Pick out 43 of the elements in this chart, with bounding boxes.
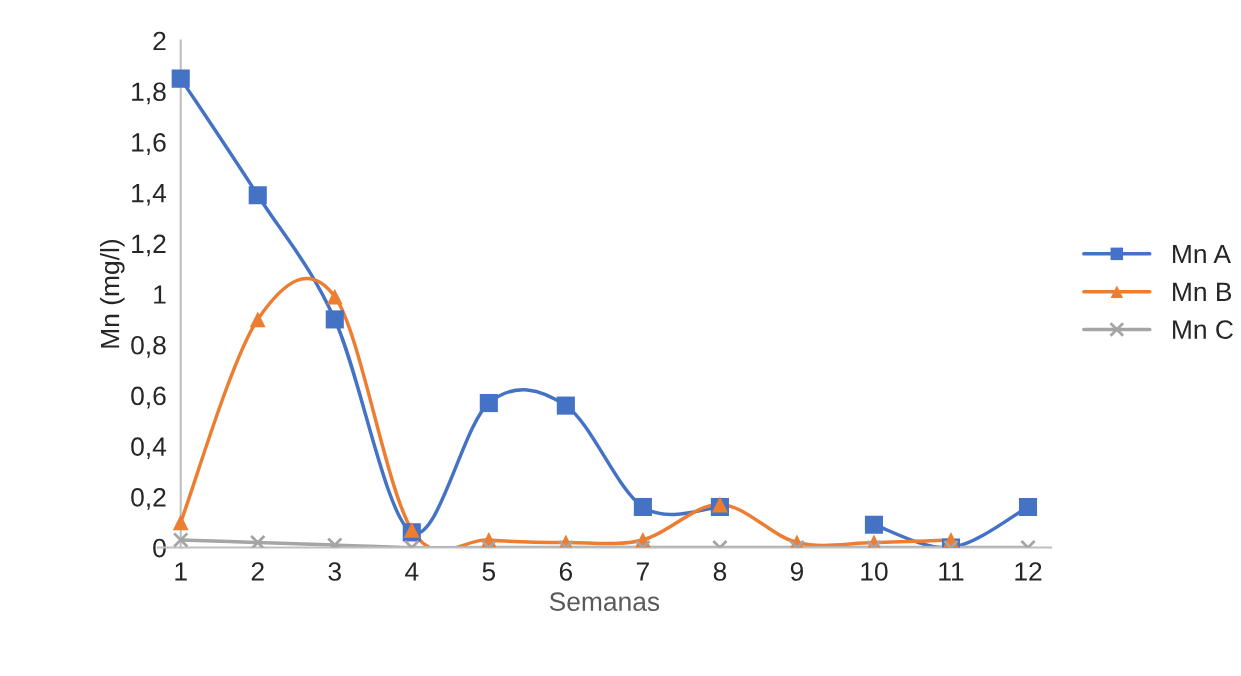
- point: [249, 534, 266, 548]
- point: [864, 515, 884, 534]
- point: [633, 497, 652, 517]
- x-tick-label: 1: [175, 562, 187, 581]
- y-tick-label: 0,4: [131, 437, 167, 460]
- x-tick-label: 11: [939, 562, 964, 581]
- x-tick-label: 9: [790, 562, 804, 581]
- y-axis-title: Mn (mg/l): [99, 239, 125, 348]
- y-tick-label: 0,6: [131, 386, 166, 409]
- point: [325, 310, 344, 329]
- y-tick-label: 0,2: [131, 487, 166, 510]
- point: [172, 514, 189, 531]
- x-tick-label: 12: [1015, 562, 1042, 581]
- x-tick-label: 5: [482, 562, 496, 581]
- point: [171, 69, 190, 88]
- x-tick-label: 2: [251, 562, 264, 581]
- y-tick-label: 1: [154, 285, 166, 304]
- y-tick-label: 1,2: [132, 234, 166, 257]
- point: [172, 531, 189, 548]
- legend-label: Mn B: [1173, 282, 1232, 301]
- point: [479, 394, 498, 413]
- x-axis-title: Semanas: [549, 592, 660, 611]
- point: [1018, 497, 1038, 517]
- x-tick-label: 4: [405, 562, 419, 581]
- x-tick-label: 7: [636, 562, 649, 581]
- y-tick-label: 1,4: [132, 184, 167, 206]
- point: [711, 496, 728, 513]
- legend-label: Mn C: [1173, 320, 1233, 339]
- x-tick-label: 8: [713, 562, 727, 581]
- point: [248, 186, 267, 205]
- x-tick-label: 10: [861, 562, 888, 581]
- x-tick-label: 3: [328, 562, 341, 581]
- y-tick-label: 0,8: [131, 335, 166, 358]
- point: [249, 311, 266, 328]
- y-tick-label: 2: [153, 31, 166, 51]
- point: [403, 521, 420, 538]
- x-tick-label: 6: [559, 562, 573, 581]
- y-tick-label: 0: [153, 538, 166, 558]
- point: [326, 288, 343, 305]
- y-tick-label: 1,6: [132, 133, 166, 155]
- legend-label: Mn A: [1173, 244, 1231, 264]
- point: [556, 396, 575, 415]
- y-tick-label: 1,8: [132, 82, 166, 105]
